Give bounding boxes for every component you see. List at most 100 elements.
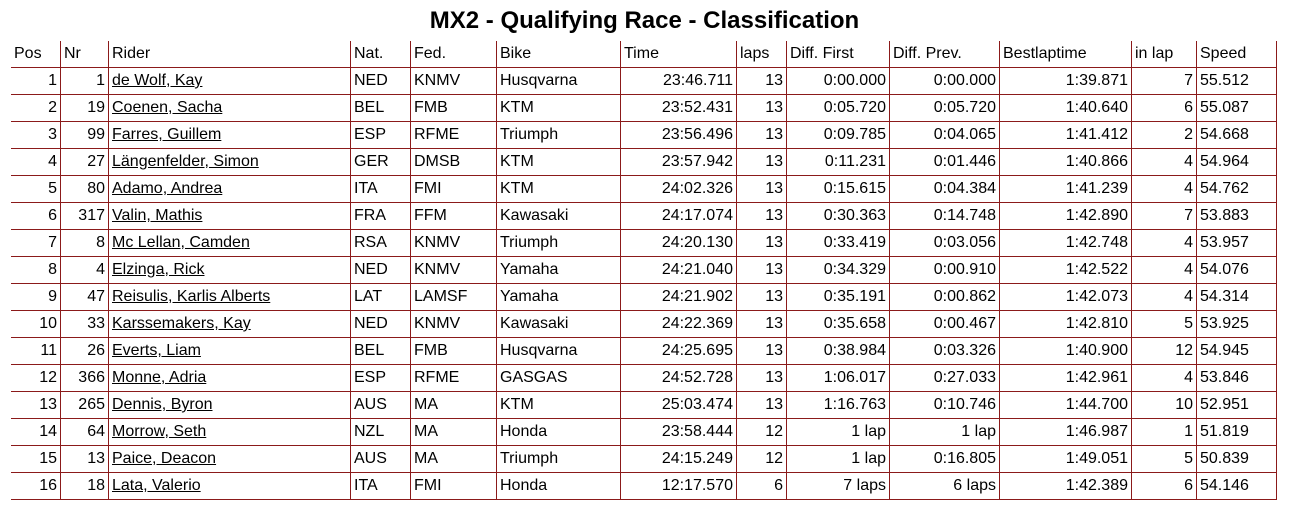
cell-pos: 1	[11, 68, 61, 95]
rider-link[interactable]: Coenen, Sacha	[112, 99, 223, 116]
cell-diff-prev: 1 lap	[890, 419, 1000, 446]
cell-fed: FMB	[411, 95, 497, 122]
rider-link[interactable]: Mc Lellan, Camden	[112, 234, 250, 251]
cell-laps: 12	[737, 446, 787, 473]
rider-link[interactable]: Längenfelder, Simon	[112, 153, 259, 170]
cell-in-lap: 4	[1132, 257, 1197, 284]
cell-diff-prev: 0:14.748	[890, 203, 1000, 230]
cell-nat: ITA	[351, 176, 411, 203]
cell-nr: 317	[61, 203, 109, 230]
cell-diff-prev: 0:00.910	[890, 257, 1000, 284]
cell-rider: Dennis, Byron	[109, 392, 351, 419]
cell-bike: Honda	[497, 419, 621, 446]
cell-pos: 5	[11, 176, 61, 203]
cell-diff-prev: 0:04.384	[890, 176, 1000, 203]
table-row: 6 317 Valin, Mathis FRA FFM Kawasaki 24:17.074…	[11, 203, 1277, 230]
cell-fed: KNMV	[411, 311, 497, 338]
cell-laps: 13	[737, 338, 787, 365]
cell-nr: 47	[61, 284, 109, 311]
table-row: 4 27 Längenfelder, Simon GER DMSB KTM 23:57.94…	[11, 149, 1277, 176]
cell-diff-prev: 0:00.862	[890, 284, 1000, 311]
cell-time: 24:22.369	[621, 311, 737, 338]
page-title: MX2 - Qualifying Race - Classification	[429, 7, 860, 34]
column-header-nat: Nat.	[351, 41, 411, 68]
cell-time: 24:25.695	[621, 338, 737, 365]
cell-rider: Längenfelder, Simon	[109, 149, 351, 176]
cell-bestlaptime: 1:40.866	[1000, 149, 1132, 176]
cell-pos: 16	[11, 473, 61, 500]
cell-nr: 18	[61, 473, 109, 500]
cell-nat: ITA	[351, 473, 411, 500]
cell-fed: KNMV	[411, 257, 497, 284]
cell-speed: 50.839	[1197, 446, 1277, 473]
cell-rider: Morrow, Seth	[109, 419, 351, 446]
cell-diff-first: 0:35.658	[787, 311, 890, 338]
cell-nr: 265	[61, 392, 109, 419]
table-row: 9 47 Reisulis, Karlis Alberts LAT LAMSF Yamah…	[11, 284, 1277, 311]
cell-nat: AUS	[351, 446, 411, 473]
rider-link[interactable]: Morrow, Seth	[112, 423, 207, 440]
cell-time: 24:52.728	[621, 365, 737, 392]
rider-link[interactable]: Paice, Deacon	[112, 450, 217, 467]
cell-pos: 2	[11, 95, 61, 122]
cell-nat: GER	[351, 149, 411, 176]
cell-bestlaptime: 1:39.871	[1000, 68, 1132, 95]
rider-link[interactable]: Lata, Valerio	[112, 477, 201, 494]
cell-diff-prev: 0:03.056	[890, 230, 1000, 257]
rider-link[interactable]: de Wolf, Kay	[112, 72, 203, 89]
cell-fed: FMI	[411, 176, 497, 203]
cell-fed: MA	[411, 419, 497, 446]
cell-bestlaptime: 1:40.640	[1000, 95, 1132, 122]
cell-laps: 12	[737, 419, 787, 446]
table-row: 7 8 Mc Lellan, Camden RSA KNMV Triumph 24:20.1…	[11, 230, 1277, 257]
cell-bike: Husqvarna	[497, 338, 621, 365]
cell-in-lap: 7	[1132, 68, 1197, 95]
cell-laps: 13	[737, 176, 787, 203]
cell-speed: 54.668	[1197, 122, 1277, 149]
table-row: 15 13 Paice, Deacon AUS MA Triumph 24:15.249 12…	[11, 446, 1277, 473]
cell-nr: 80	[61, 176, 109, 203]
cell-diff-prev: 0:04.065	[890, 122, 1000, 149]
cell-pos: 10	[11, 311, 61, 338]
cell-diff-prev: 0:00.000	[890, 68, 1000, 95]
table-row: 8 4 Elzinga, Rick NED KNMV Yamaha 24:21.040 13 0…	[11, 257, 1277, 284]
rider-link[interactable]: Adamo, Andrea	[112, 180, 223, 197]
cell-speed: 54.945	[1197, 338, 1277, 365]
table-row: 5 80 Adamo, Andrea ITA FMI KTM 24:02.326 13 0:15…	[11, 176, 1277, 203]
cell-fed: FMI	[411, 473, 497, 500]
cell-diff-first: 1:06.017	[787, 365, 890, 392]
cell-bike: Honda	[497, 473, 621, 500]
cell-rider: Reisulis, Karlis Alberts	[109, 284, 351, 311]
cell-bike: Triumph	[497, 122, 621, 149]
cell-bestlaptime: 1:49.051	[1000, 446, 1132, 473]
cell-pos: 6	[11, 203, 61, 230]
rider-link[interactable]: Karssemakers, Kay	[112, 315, 251, 332]
cell-laps: 13	[737, 311, 787, 338]
rider-link[interactable]: Farres, Guillem	[112, 126, 222, 143]
cell-in-lap: 4	[1132, 284, 1197, 311]
cell-nat: BEL	[351, 338, 411, 365]
cell-speed: 54.146	[1197, 473, 1277, 500]
rider-link[interactable]: Reisulis, Karlis Alberts	[112, 288, 271, 305]
cell-in-lap: 4	[1132, 365, 1197, 392]
cell-speed: 54.762	[1197, 176, 1277, 203]
cell-time: 25:03.474	[621, 392, 737, 419]
cell-fed: KNMV	[411, 68, 497, 95]
rider-link[interactable]: Everts, Liam	[112, 342, 201, 359]
rider-link[interactable]: Monne, Adria	[112, 369, 207, 386]
cell-nr: 19	[61, 95, 109, 122]
cell-nat: ESP	[351, 365, 411, 392]
cell-diff-first: 0:30.363	[787, 203, 890, 230]
rider-link[interactable]: Valin, Mathis	[112, 207, 203, 224]
rider-link[interactable]: Elzinga, Rick	[112, 261, 205, 278]
rider-link[interactable]: Dennis, Byron	[112, 396, 213, 413]
cell-laps: 13	[737, 149, 787, 176]
cell-diff-prev: 0:01.446	[890, 149, 1000, 176]
cell-nr: 99	[61, 122, 109, 149]
cell-in-lap: 7	[1132, 203, 1197, 230]
cell-in-lap: 1	[1132, 419, 1197, 446]
cell-diff-first: 0:05.720	[787, 95, 890, 122]
cell-rider: Karssemakers, Kay	[109, 311, 351, 338]
cell-diff-prev: 6 laps	[890, 473, 1000, 500]
cell-pos: 3	[11, 122, 61, 149]
